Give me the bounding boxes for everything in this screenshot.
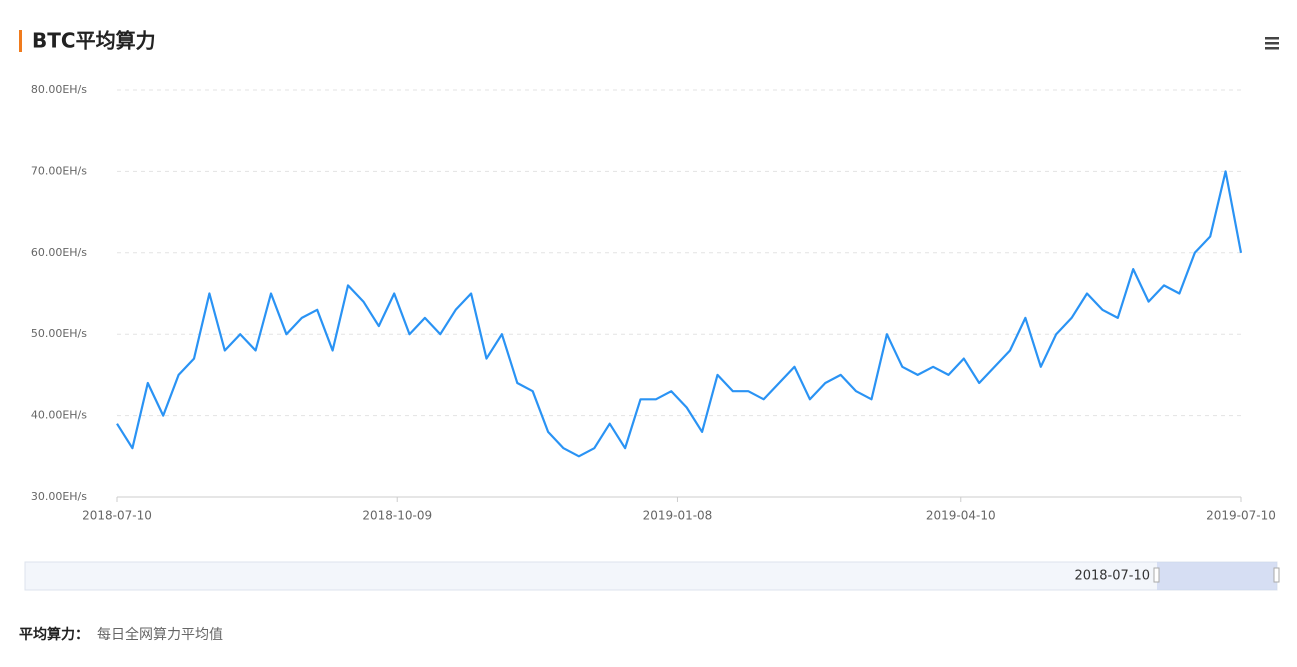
x-tick-label: 2019-01-08 — [643, 509, 713, 523]
footnote-term: 平均算力： — [19, 626, 89, 643]
x-tick-label: 2018-07-10 — [82, 509, 152, 523]
title-accent — [19, 30, 22, 52]
menu-icon[interactable] — [1265, 37, 1279, 50]
zoom-handle[interactable] — [1153, 567, 1160, 583]
chart-title: BTC平均算力 — [32, 29, 156, 53]
x-tick-label: 2019-07-10 — [1206, 509, 1276, 523]
zoom-label: 2018-07-10 — [1074, 569, 1150, 584]
series-line — [116, 170, 1243, 458]
zoom-handle[interactable] — [1273, 567, 1280, 583]
y-tick-label: 70.00EH/s — [31, 164, 87, 177]
zoom-slider[interactable] — [24, 561, 1278, 591]
y-tick-label: 30.00EH/s — [31, 490, 87, 503]
zoom-window[interactable] — [1157, 562, 1277, 590]
footnote-text: 每日全网算力平均值 — [97, 626, 223, 643]
y-tick-label: 40.00EH/s — [31, 409, 87, 422]
y-tick-label: 50.00EH/s — [31, 327, 87, 340]
x-tick-label: 2019-04-10 — [926, 509, 996, 523]
y-tick-label: 60.00EH/s — [31, 246, 87, 259]
x-tick-label: 2018-10-09 — [362, 509, 432, 523]
y-tick-label: 80.00EH/s — [31, 83, 87, 96]
